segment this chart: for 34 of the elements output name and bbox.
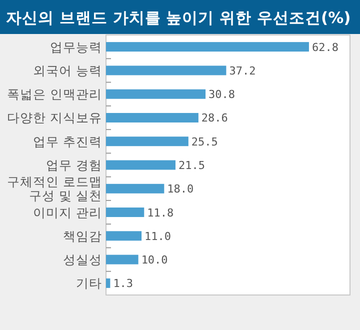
y-tick-label: 이미지 관리 <box>33 204 102 220</box>
data-label: 11.8 <box>147 206 174 220</box>
data-label: 11.0 <box>144 230 172 243</box>
data-label: 10.0 <box>141 254 168 267</box>
data-label: 25.5 <box>191 135 218 148</box>
y-tick-label: 성실성 <box>63 252 102 268</box>
bar <box>106 89 206 99</box>
data-label: 18.0 <box>167 182 194 196</box>
y-tick-label: 업무 경험 <box>46 158 102 172</box>
bar <box>106 184 164 194</box>
bar <box>106 254 138 264</box>
bar <box>106 112 198 122</box>
y-tick-label: 외국어 능력 <box>33 62 102 78</box>
data-label: 62.8 <box>312 40 338 54</box>
chart-title: 자신의 브랜드 가치를 높이기 위한 우선조건(%) <box>6 9 351 27</box>
data-label: 1.3 <box>113 277 134 290</box>
bar <box>106 66 226 76</box>
y-tick-label: 업무 추진력 <box>33 134 102 149</box>
y-tick-label: 폭넓은 인맥관리 <box>7 86 102 102</box>
data-label: 21.5 <box>178 159 205 172</box>
bar <box>106 42 309 52</box>
bar <box>106 278 110 288</box>
data-label: 30.8 <box>208 88 236 102</box>
data-label: 28.6 <box>201 112 228 125</box>
y-tick-label: 구체적인 로드맵 구성 및 실천 <box>7 174 102 204</box>
y-tick-label: 책임감 <box>63 228 102 244</box>
bar <box>106 208 144 218</box>
bar <box>106 231 142 241</box>
data-label: 37.2 <box>229 64 256 78</box>
y-tick-label: 기타 <box>76 276 102 291</box>
bar <box>106 160 176 170</box>
y-tick-label: 업무능력 <box>50 39 102 54</box>
y-tick-label: 다양한 지식보유 <box>7 110 102 126</box>
bar <box>106 136 188 146</box>
